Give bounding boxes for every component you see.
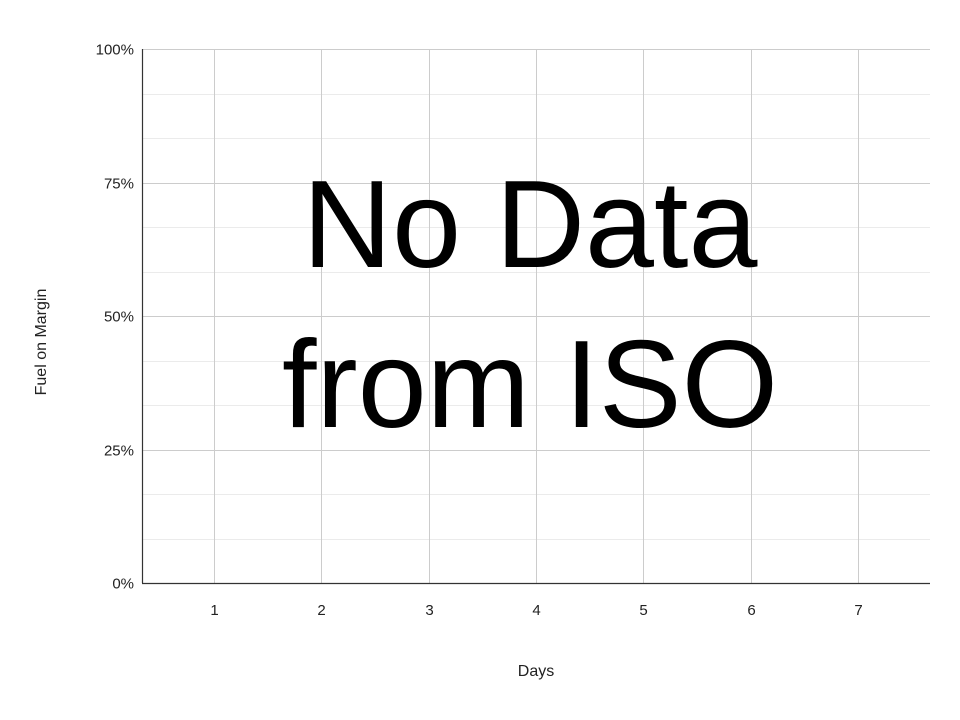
x-tick-label: 7 [854, 602, 862, 619]
y-tick-label: 0% [112, 576, 134, 593]
y-tick-label: 75% [104, 176, 134, 193]
y-tick-label: 25% [104, 443, 134, 460]
x-axis-title: Days [518, 663, 554, 680]
no-data-message-line-2: from ISO [282, 316, 778, 454]
no-data-message-line-1: No Data [303, 156, 758, 294]
x-tick-label: 1 [210, 602, 218, 619]
y-tick-label: 50% [104, 309, 134, 326]
x-tick-label: 4 [532, 602, 540, 619]
x-tick-label: 2 [317, 602, 325, 619]
y-tick-label: 100% [96, 42, 134, 59]
x-tick-label: 3 [425, 602, 433, 619]
major-grid [142, 49, 930, 583]
y-tick-labels: 0% 25% 50% 75% 100% [96, 42, 134, 593]
x-tick-labels: 1 2 3 4 5 6 7 [210, 602, 862, 619]
y-axis-title: Fuel on Margin [33, 289, 50, 396]
axes [141, 49, 930, 585]
x-tick-label: 5 [639, 602, 647, 619]
x-tick-label: 6 [747, 602, 755, 619]
